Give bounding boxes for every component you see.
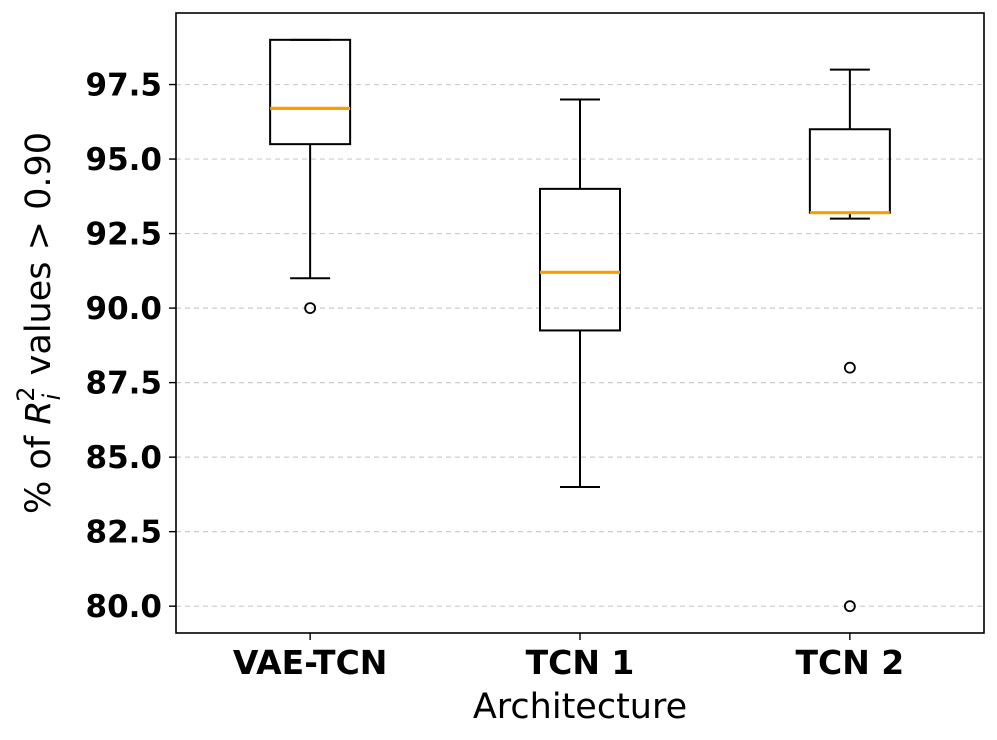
outlier-point: [843, 600, 856, 613]
x-tick-label: TCN 1: [526, 643, 635, 682]
y-tick-label: 82.5: [86, 515, 163, 551]
x-tick-label: TCN 2: [795, 643, 904, 682]
boxes: [269, 38, 891, 613]
y-tick-label: 80.0: [86, 589, 163, 625]
y-axis-title-superscript: 2: [12, 386, 40, 401]
y-axis-title-variable: R: [19, 400, 59, 424]
plot-area-frame: [175, 12, 985, 634]
iqr-box: [808, 128, 891, 214]
outlier-point: [843, 361, 856, 374]
x-axis-title: Architecture: [473, 687, 687, 727]
iqr-box: [269, 38, 352, 146]
y-axis-title-suffix: values > 0.90: [19, 132, 59, 386]
box-tcn-2: [808, 68, 891, 613]
box-vae-tcn: [269, 38, 352, 314]
y-tick-label: 87.5: [86, 366, 163, 402]
y-tick-label: 85.0: [86, 440, 163, 476]
box-tcn-1: [539, 98, 621, 488]
y-axis-ticks: 80.0 82.5 85.0 87.5 90.0 92.5 95.0 97.5: [86, 68, 176, 625]
x-tick-label: VAE-TCN: [233, 643, 388, 682]
x-axis-ticks: VAE-TCN TCN 1 TCN 2: [233, 633, 904, 682]
iqr-box: [539, 187, 621, 332]
y-tick-label: 92.5: [86, 217, 163, 253]
y-tick-label: 95.0: [86, 142, 163, 178]
y-tick-label: 90.0: [86, 291, 163, 327]
y-axis-title-subscript: i: [38, 393, 66, 400]
y-axis-title: % of Ri2 values > 0.90: [12, 132, 66, 514]
y-axis-title-prefix: % of: [19, 425, 59, 514]
outlier-point: [304, 302, 317, 314]
y-tick-label: 97.5: [86, 68, 163, 104]
